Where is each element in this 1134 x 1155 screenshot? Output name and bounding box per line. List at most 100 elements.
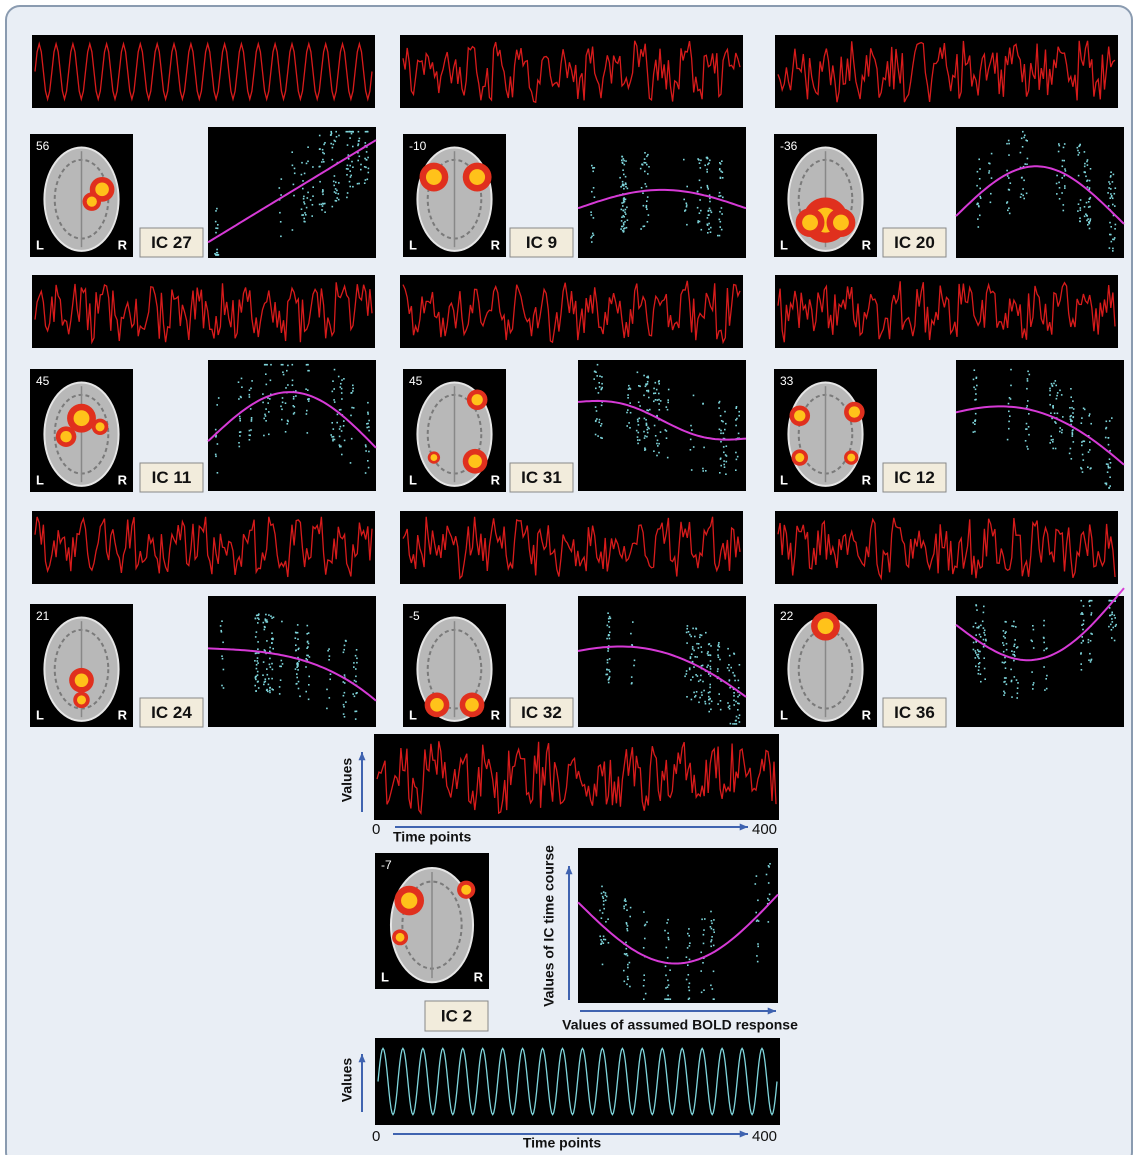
scatter-dot <box>1088 201 1090 203</box>
scatter-dot <box>307 659 309 661</box>
scatter-dot <box>703 943 705 945</box>
scatter-dot <box>1082 629 1084 631</box>
scatter-dot <box>1017 687 1019 689</box>
scatter-dot <box>1086 215 1088 217</box>
scatter-dot <box>975 399 977 401</box>
scatter-dot <box>1028 426 1030 428</box>
scatter-dot <box>1028 434 1030 436</box>
scatter-dot <box>351 407 353 409</box>
scatter-dot <box>700 970 702 972</box>
scatter-dot <box>693 650 695 652</box>
scatter-dot <box>265 420 267 422</box>
activation-core <box>95 183 109 197</box>
scatter-dot <box>308 684 310 686</box>
scatter-dot <box>257 614 259 616</box>
scatter-dot <box>270 364 272 366</box>
scatter-dot <box>627 409 629 411</box>
scatter-dot <box>292 380 294 382</box>
scatter-dot <box>1084 206 1086 208</box>
scatter-dot <box>646 156 648 158</box>
slice-number: 22 <box>780 609 794 623</box>
scatter-y-label: Values of IC time course <box>541 845 557 1007</box>
scatter-dot <box>352 385 354 387</box>
scatter-dot <box>335 192 337 194</box>
scatter-dot <box>727 648 729 650</box>
scatter-dot <box>736 723 738 725</box>
scatter-dot <box>1061 394 1063 396</box>
scatter-dot <box>266 689 268 691</box>
scatter-dot <box>653 388 655 390</box>
scatter-dot <box>356 658 358 660</box>
scatter-dot <box>336 200 338 202</box>
scatter-dot <box>1078 154 1080 156</box>
scatter-dot <box>646 186 648 188</box>
scatter-dot <box>293 184 295 186</box>
scatter-dot <box>633 665 635 667</box>
scatter-dot <box>1008 207 1010 209</box>
left-marker: L <box>409 707 417 722</box>
scatter-background <box>578 360 746 491</box>
scatter-dot <box>291 151 293 153</box>
scatter-dot <box>700 952 702 954</box>
scatter-dot <box>720 700 722 702</box>
scatter-dot <box>980 673 982 675</box>
scatter-dot <box>327 650 329 652</box>
scatter-dot <box>352 146 354 148</box>
scatter-dot <box>1046 675 1048 677</box>
scatter-dot <box>639 439 641 441</box>
scatter-dot <box>698 159 700 161</box>
scatter-dot <box>360 169 362 171</box>
scatter-dot <box>322 149 324 151</box>
scatter-dot <box>975 634 977 636</box>
scatter-dot <box>332 391 334 393</box>
scatter-dot <box>709 687 711 689</box>
scatter-dot <box>1108 187 1110 189</box>
scatter-dot <box>1032 625 1034 627</box>
scatter-dot <box>1023 137 1025 139</box>
scatter-dot <box>1006 649 1008 651</box>
scatter-background <box>208 127 376 258</box>
activation-core <box>77 695 86 704</box>
scatter-dot <box>687 625 689 627</box>
scatter-dot <box>723 446 725 448</box>
scatter-dot <box>333 428 335 430</box>
scatter-dot <box>1020 152 1022 154</box>
scatter-dot <box>695 695 697 697</box>
scatter-dot <box>1017 682 1019 684</box>
scatter-dot <box>1064 187 1066 189</box>
scatter-dot <box>268 614 270 616</box>
scatter-dot <box>717 654 719 656</box>
scatter-dot <box>728 670 730 672</box>
scatter-dot <box>622 181 624 183</box>
scatter-dot <box>644 158 646 160</box>
scatter-dot <box>1081 636 1083 638</box>
scatter-dot <box>1071 407 1073 409</box>
scatter-dot <box>711 939 713 941</box>
scatter-dot <box>976 185 978 187</box>
scatter-dot <box>724 411 726 413</box>
scatter-dot <box>330 673 332 675</box>
scatter-dot <box>736 406 738 408</box>
scatter-dot <box>1025 140 1027 142</box>
scatter-dot <box>697 675 699 677</box>
scatter-dot <box>333 144 335 146</box>
scatter-dot <box>255 676 257 678</box>
scatter-dot <box>707 187 709 189</box>
scatter-dot <box>336 190 338 192</box>
scatter-dot <box>597 435 599 437</box>
scatter-dot <box>984 634 986 636</box>
scatter-dot <box>607 625 609 627</box>
scatter-dot <box>973 379 975 381</box>
scatter-dot <box>757 943 759 945</box>
scatter-dot <box>1083 623 1085 625</box>
scatter-dot <box>1111 612 1113 614</box>
scatter-dot <box>355 655 357 657</box>
scatter-dot <box>595 388 597 390</box>
scatter-dot <box>1024 135 1026 137</box>
scatter-dot <box>266 384 268 386</box>
scatter-dot <box>339 436 341 438</box>
scatter-dot <box>983 657 985 659</box>
scatter-dot <box>1008 428 1010 430</box>
scatter-dot <box>303 221 305 223</box>
scatter-dot <box>643 375 645 377</box>
